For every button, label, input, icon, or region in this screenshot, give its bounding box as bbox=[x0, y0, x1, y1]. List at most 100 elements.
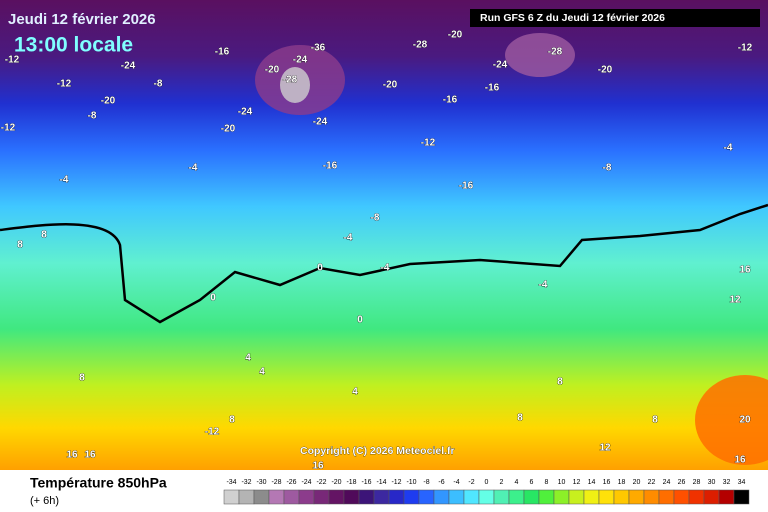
legend-swatch bbox=[493, 489, 510, 505]
legend-label: 18 bbox=[618, 479, 626, 486]
isotherm-label: 12 bbox=[599, 443, 611, 454]
isotherm-label: -8 bbox=[154, 79, 163, 90]
isotherm-label: 16 bbox=[734, 455, 746, 466]
legend-label: 22 bbox=[648, 479, 656, 486]
isotherm-label: -4 bbox=[344, 233, 353, 244]
isotherm-label: -24 bbox=[493, 60, 508, 71]
isotherm-label: -24 bbox=[313, 117, 328, 128]
isotherm-label: -4 bbox=[60, 175, 69, 186]
isotherm-label: 0 bbox=[210, 293, 216, 304]
legend-swatch bbox=[508, 489, 525, 505]
legend-label: -8 bbox=[423, 479, 429, 486]
isotherm-label: 8 bbox=[17, 240, 23, 251]
isotherm-label: 0 bbox=[357, 315, 363, 326]
isotherm-label: -12 bbox=[5, 55, 20, 66]
legend-label: 4 bbox=[515, 479, 519, 486]
isotherm-label: -12 bbox=[205, 427, 220, 438]
legend-label: 8 bbox=[545, 479, 549, 486]
legend-swatch bbox=[373, 489, 390, 505]
legend-swatch bbox=[733, 489, 750, 505]
legend-label: -34 bbox=[226, 479, 236, 486]
legend-swatch bbox=[268, 489, 285, 505]
legend-swatch bbox=[478, 489, 495, 505]
legend-label: 30 bbox=[708, 479, 716, 486]
isotherm-label: 4 bbox=[245, 353, 251, 364]
legend-label: -12 bbox=[391, 479, 401, 486]
legend-label: -20 bbox=[331, 479, 341, 486]
warm-area bbox=[695, 375, 768, 465]
isotherm-label: 8 bbox=[652, 415, 658, 426]
legend-swatch bbox=[703, 489, 720, 505]
isotherm-label: -24 bbox=[121, 61, 136, 72]
legend-swatch bbox=[463, 489, 480, 505]
legend-label: 2 bbox=[500, 479, 504, 486]
forecast-step: (+ 6h) bbox=[30, 495, 59, 507]
legend-swatch bbox=[283, 489, 300, 505]
isotherm-label: -16 bbox=[215, 47, 230, 58]
isotherm-label: -4 bbox=[189, 163, 198, 174]
legend-label: -30 bbox=[256, 479, 266, 486]
legend-swatch bbox=[418, 489, 435, 505]
legend-label: 10 bbox=[558, 479, 566, 486]
cold-core bbox=[280, 67, 310, 103]
isotherm-label: -36 bbox=[311, 43, 326, 54]
legend-label: -18 bbox=[346, 479, 356, 486]
legend-swatch bbox=[253, 489, 270, 505]
legend-label: 20 bbox=[633, 479, 641, 486]
isotherm-label: 8 bbox=[229, 415, 235, 426]
legend-swatch bbox=[688, 489, 705, 505]
isotherm-label: -24 bbox=[293, 55, 308, 66]
isotherm-label: 0 bbox=[317, 263, 323, 274]
isotherm-label: -28 bbox=[283, 75, 298, 86]
isotherm-label: 4 bbox=[352, 387, 358, 398]
legend-label: -32 bbox=[241, 479, 251, 486]
isotherm-label: 16 bbox=[84, 450, 96, 461]
legend-label: 0 bbox=[485, 479, 489, 486]
isotherm-label: -16 bbox=[323, 161, 338, 172]
isotherm-label: 8 bbox=[79, 373, 85, 384]
isotherm-label: 16 bbox=[66, 450, 78, 461]
isotherm-label: -4 bbox=[381, 263, 390, 274]
legend-swatch bbox=[328, 489, 345, 505]
isotherm-label: -4 bbox=[539, 280, 548, 291]
isotherm-label: -20 bbox=[221, 124, 236, 135]
legend-swatch bbox=[358, 489, 375, 505]
date: Jeudi 12 février 2026 bbox=[8, 11, 156, 28]
legend-swatch bbox=[628, 489, 645, 505]
legend-label: -24 bbox=[301, 479, 311, 486]
legend-swatch bbox=[553, 489, 570, 505]
isotherm-label: -20 bbox=[598, 65, 613, 76]
legend-label: -16 bbox=[361, 479, 371, 486]
field-title: Température 850hPa bbox=[30, 475, 167, 491]
isotherm-label: -20 bbox=[101, 96, 116, 107]
legend-label: 26 bbox=[678, 479, 686, 486]
run-info: Run GFS 6 Z du Jeudi 12 février 2026 bbox=[480, 12, 665, 24]
isotherm-label: 8 bbox=[517, 413, 523, 424]
legend-label: -2 bbox=[468, 479, 474, 486]
legend-swatch bbox=[343, 489, 360, 505]
legend-swatch bbox=[718, 489, 735, 505]
legend-label: -4 bbox=[453, 479, 459, 486]
legend-label: 24 bbox=[663, 479, 671, 486]
legend-swatch bbox=[403, 489, 420, 505]
isotherm-label: 8 bbox=[557, 377, 563, 388]
legend-swatch bbox=[448, 489, 465, 505]
legend-swatch bbox=[523, 489, 540, 505]
isotherm-label: -8 bbox=[88, 111, 97, 122]
isotherm-label: 20 bbox=[739, 415, 751, 426]
zero-isotherm bbox=[0, 203, 768, 324]
cold-core bbox=[505, 33, 575, 77]
legend-label: -6 bbox=[438, 479, 444, 486]
isotherm-label: -20 bbox=[265, 65, 280, 76]
isotherm-label: -8 bbox=[371, 213, 380, 224]
legend-label: 32 bbox=[723, 479, 731, 486]
legend-label: 28 bbox=[693, 479, 701, 486]
run-box bbox=[470, 9, 760, 27]
isotherm-label: -28 bbox=[413, 40, 428, 51]
isotherm-label: -16 bbox=[459, 181, 474, 192]
legend-swatch bbox=[673, 489, 690, 505]
local-time: 13:00 locale bbox=[14, 34, 133, 57]
legend-swatch bbox=[568, 489, 585, 505]
legend-swatch bbox=[643, 489, 660, 505]
legend-label: 34 bbox=[738, 479, 746, 486]
